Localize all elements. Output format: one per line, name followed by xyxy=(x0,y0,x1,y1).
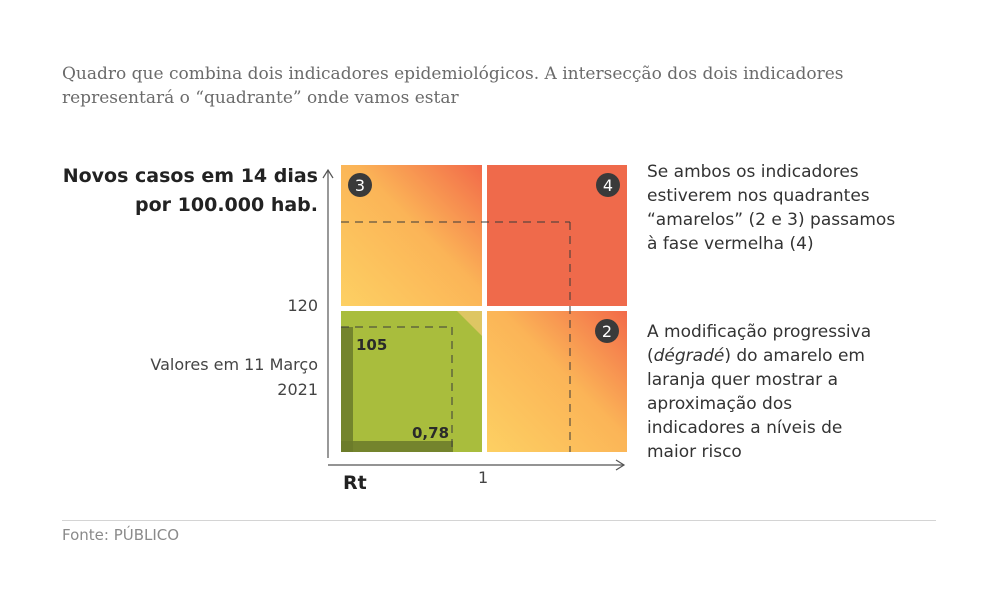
x-axis-label: Rt xyxy=(343,472,367,494)
side-text-1-line-2: estiverem nos quadrantes xyxy=(647,186,870,206)
side-text-2-line-2-post: ) do amarelo em xyxy=(724,346,865,366)
side-text-1-line-4: à fase vermelha (4) xyxy=(647,234,814,254)
y-axis-arrow xyxy=(322,168,334,179)
y-axis-label: Novos casos em 14 dias por 100.000 hab. xyxy=(63,162,318,220)
subtitle-line-1: Quadro que combina dois indicadores epid… xyxy=(62,64,844,84)
side-text-1-line-1: Se ambos os indicadores xyxy=(647,162,859,182)
side-text-2-line-6: maior risco xyxy=(647,442,742,462)
current-values-note: Valores em 11 Março 2021 xyxy=(150,352,318,402)
side-text-2-line-2: (dégradé) do amarelo em xyxy=(647,344,947,368)
quadrant-3-badge xyxy=(348,173,372,197)
subtitle-line-2: representará o “quadrante” onde vamos es… xyxy=(62,88,459,108)
current-rt-band xyxy=(341,441,453,452)
x-threshold-tick-label: 1 xyxy=(478,468,489,487)
side-text-2-line-2-pre: ( xyxy=(647,346,654,366)
quadrant-4-badge xyxy=(596,173,620,197)
current-values-note-line-2: 2021 xyxy=(277,380,318,399)
current-cases-band xyxy=(341,327,353,452)
quadrant-3-badge-text: 3 xyxy=(355,176,365,195)
chart-subtitle: Quadro que combina dois indicadores epid… xyxy=(62,62,922,110)
source-credit: Fonte: PÚBLICO xyxy=(62,526,180,544)
y-threshold-tick-label: 120 xyxy=(287,296,318,315)
current-cases-label: 105 xyxy=(356,336,387,354)
current-values-note-line-1: Valores em 11 Março xyxy=(150,355,318,374)
footer-divider xyxy=(62,520,936,521)
y-axis-label-line-2: por 100.000 hab. xyxy=(135,194,318,216)
x-axis-arrow xyxy=(615,459,626,471)
side-text-2-line-5: indicadores a níveis de xyxy=(647,418,843,438)
y-axis-label-line-1: Novos casos em 14 dias xyxy=(62,165,318,187)
quadrant-4-badge-text: 4 xyxy=(603,176,613,195)
quadrant-2-badge-text: 2 xyxy=(602,322,612,341)
side-text-2-line-3: laranja quer mostrar a xyxy=(647,370,838,390)
quadrant-1-corner-tint xyxy=(457,311,482,336)
side-text-2-line-4: aproximação dos xyxy=(647,394,793,414)
current-rt-label: 0,78 xyxy=(412,424,449,442)
side-text-1-line-3: “amarelos” (2 e 3) passamos xyxy=(647,210,896,230)
side-text-red-phase: Se ambos os indicadores estiverem nos qu… xyxy=(647,160,947,256)
side-text-2-line-1: A modificação progressiva xyxy=(647,322,872,342)
side-text-gradient: A modificação progressiva (dégradé) do a… xyxy=(647,320,947,464)
side-text-2-degrade: dégradé xyxy=(653,346,725,366)
quadrant-1-green xyxy=(341,311,482,452)
quadrant-2-badge xyxy=(595,319,619,343)
